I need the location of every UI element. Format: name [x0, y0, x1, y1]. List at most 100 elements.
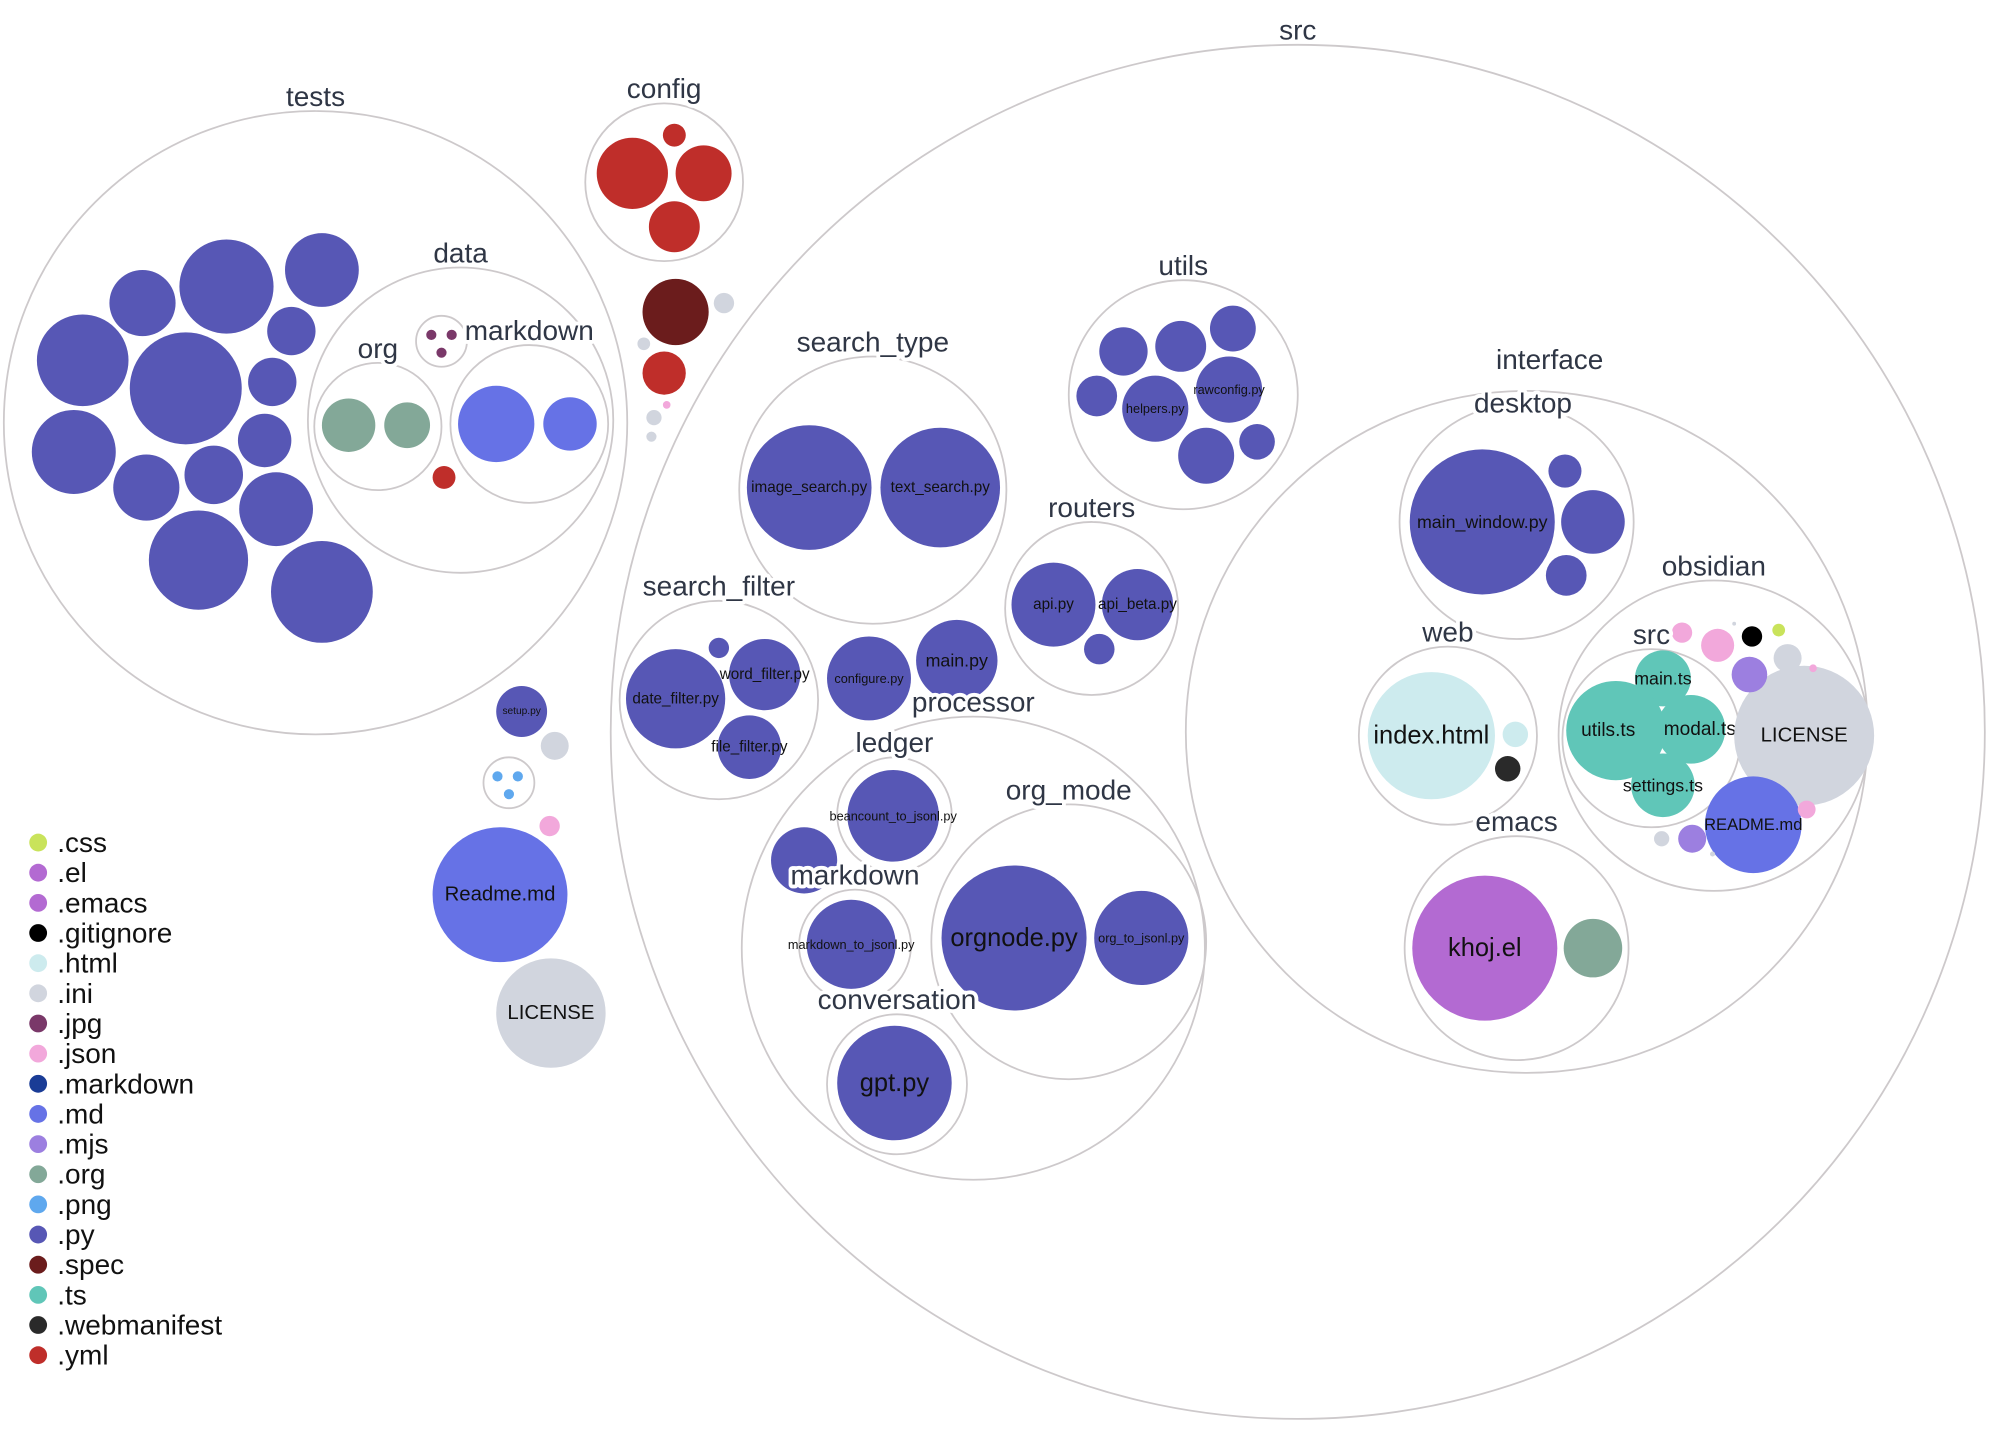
file-py-circle[interactable]	[179, 239, 274, 334]
file-ini-circle[interactable]	[1773, 644, 1802, 673]
file-configure-circle[interactable]	[827, 636, 911, 721]
file-api_beta-circle[interactable]	[1101, 569, 1174, 641]
folder-tests[interactable]	[2, 110, 629, 736]
file-png-circle[interactable]	[512, 771, 523, 782]
file-index_html-circle[interactable]	[1367, 672, 1495, 800]
file-py-circle[interactable]	[109, 270, 176, 337]
folder-src[interactable]	[609, 43, 1986, 1420]
file-json-circle[interactable]	[1797, 800, 1816, 819]
file-md-circle[interactable]	[543, 397, 597, 451]
file-yml-circle[interactable]	[596, 137, 668, 209]
file-py-circle[interactable]	[708, 637, 730, 659]
file-py-circle[interactable]	[1545, 555, 1587, 596]
file-helpers-circle[interactable]	[1122, 375, 1189, 442]
file-py-circle[interactable]	[113, 454, 180, 521]
file-license_root-circle[interactable]	[496, 958, 606, 1068]
file-py-circle[interactable]	[1178, 427, 1235, 484]
file-yml-circle[interactable]	[648, 201, 700, 253]
file-py-circle[interactable]	[239, 472, 313, 547]
file-ini-circle[interactable]	[540, 731, 569, 760]
file-ini-circle[interactable]	[1732, 621, 1737, 626]
file-png-circle[interactable]	[492, 771, 503, 782]
folder-unnamed[interactable]	[482, 756, 536, 810]
file-ini-circle[interactable]	[713, 292, 735, 314]
file-py-circle[interactable]	[36, 314, 129, 407]
file-main_window-circle[interactable]	[1409, 449, 1555, 595]
file-py-circle[interactable]	[237, 413, 292, 468]
folder-utils[interactable]	[1067, 279, 1299, 511]
file-py-circle[interactable]	[267, 306, 316, 356]
file-py-circle[interactable]	[771, 827, 838, 894]
file-org-circle[interactable]	[1563, 918, 1623, 978]
file-text_search-circle[interactable]	[880, 427, 1001, 548]
file-gpt-circle[interactable]	[837, 1025, 952, 1141]
file-html-circle[interactable]	[1502, 721, 1529, 748]
folder-conversation[interactable]	[826, 1013, 968, 1156]
folder-search_filter[interactable]	[618, 599, 819, 801]
file-jpg-circle[interactable]	[446, 329, 457, 340]
file-py-circle[interactable]	[1076, 375, 1118, 417]
file-yml-circle[interactable]	[642, 351, 686, 395]
file-readme_obs-circle[interactable]	[1704, 776, 1802, 874]
file-gitignore-circle[interactable]	[1741, 626, 1763, 647]
file-license_obs-circle[interactable]	[1734, 665, 1875, 806]
file-jpg-circle[interactable]	[426, 329, 437, 340]
file-org-circle[interactable]	[321, 398, 376, 452]
file-main-circle[interactable]	[916, 619, 998, 702]
folder-processor[interactable]	[740, 715, 1206, 1181]
file-ini-circle[interactable]	[646, 431, 657, 442]
file-yml-circle[interactable]	[662, 123, 686, 147]
file-webmanifest-circle[interactable]	[1494, 756, 1521, 782]
file-word_filter-circle[interactable]	[729, 638, 801, 711]
file-org_to_jsonl-circle[interactable]	[1094, 890, 1189, 986]
file-json-circle[interactable]	[1809, 664, 1817, 673]
folder-processor_markdown[interactable]	[798, 888, 912, 1003]
file-orgnode-circle[interactable]	[941, 865, 1087, 1011]
folder-ledger[interactable]	[836, 756, 953, 873]
file-py-circle[interactable]	[248, 357, 297, 407]
file-py-circle[interactable]	[31, 409, 116, 494]
file-py-circle[interactable]	[1561, 490, 1625, 554]
folder-data[interactable]	[307, 266, 615, 574]
file-json-circle[interactable]	[539, 815, 560, 837]
file-org-circle[interactable]	[384, 402, 431, 449]
file-api-circle[interactable]	[1011, 562, 1096, 647]
file-markdown_to_jsonl-circle[interactable]	[806, 899, 896, 989]
file-py-circle[interactable]	[271, 541, 373, 643]
file-ini-circle[interactable]	[1654, 831, 1670, 847]
folder-routers[interactable]	[1004, 521, 1180, 696]
folder-org_mode[interactable]	[930, 803, 1208, 1081]
file-mjs-circle[interactable]	[1731, 656, 1768, 693]
file-py-circle[interactable]	[184, 445, 244, 505]
file-khoj_el-circle[interactable]	[1412, 875, 1558, 1021]
file-rawconfig-circle[interactable]	[1195, 356, 1263, 423]
file-spec-circle[interactable]	[642, 278, 709, 346]
folder-web[interactable]	[1357, 645, 1538, 826]
file-jpg-circle[interactable]	[436, 347, 447, 358]
file-png-circle[interactable]	[1651, 631, 1660, 639]
file-json-circle[interactable]	[662, 401, 671, 409]
file-css-circle[interactable]	[1772, 623, 1786, 637]
file-py-circle[interactable]	[1084, 633, 1115, 665]
file-py-circle[interactable]	[1155, 320, 1207, 372]
file-ini-circle[interactable]	[646, 409, 662, 426]
file-readme_root-circle[interactable]	[432, 827, 568, 963]
file-yml-circle[interactable]	[675, 145, 732, 202]
file-main_ts-circle[interactable]	[1634, 650, 1691, 707]
file-py-circle[interactable]	[148, 510, 249, 610]
file-utils_ts-circle[interactable]	[1566, 680, 1666, 781]
file-settings_ts-circle[interactable]	[1631, 753, 1695, 818]
folder-org[interactable]	[313, 361, 443, 492]
file-py-circle[interactable]	[1548, 454, 1582, 488]
folder-tests_markdown[interactable]	[449, 344, 610, 504]
file-beancount-circle[interactable]	[847, 770, 939, 862]
file-md-circle[interactable]	[458, 385, 535, 463]
folder-emacs[interactable]	[1403, 835, 1630, 1062]
file-image_search-circle[interactable]	[746, 425, 872, 550]
folder-config[interactable]	[584, 102, 744, 262]
file-mjs-circle[interactable]	[1678, 824, 1707, 853]
file-py-circle[interactable]	[1209, 305, 1256, 352]
folder-desktop[interactable]	[1398, 403, 1635, 640]
file-json-circle[interactable]	[1671, 622, 1693, 643]
file-ini-circle[interactable]	[1710, 851, 1716, 857]
